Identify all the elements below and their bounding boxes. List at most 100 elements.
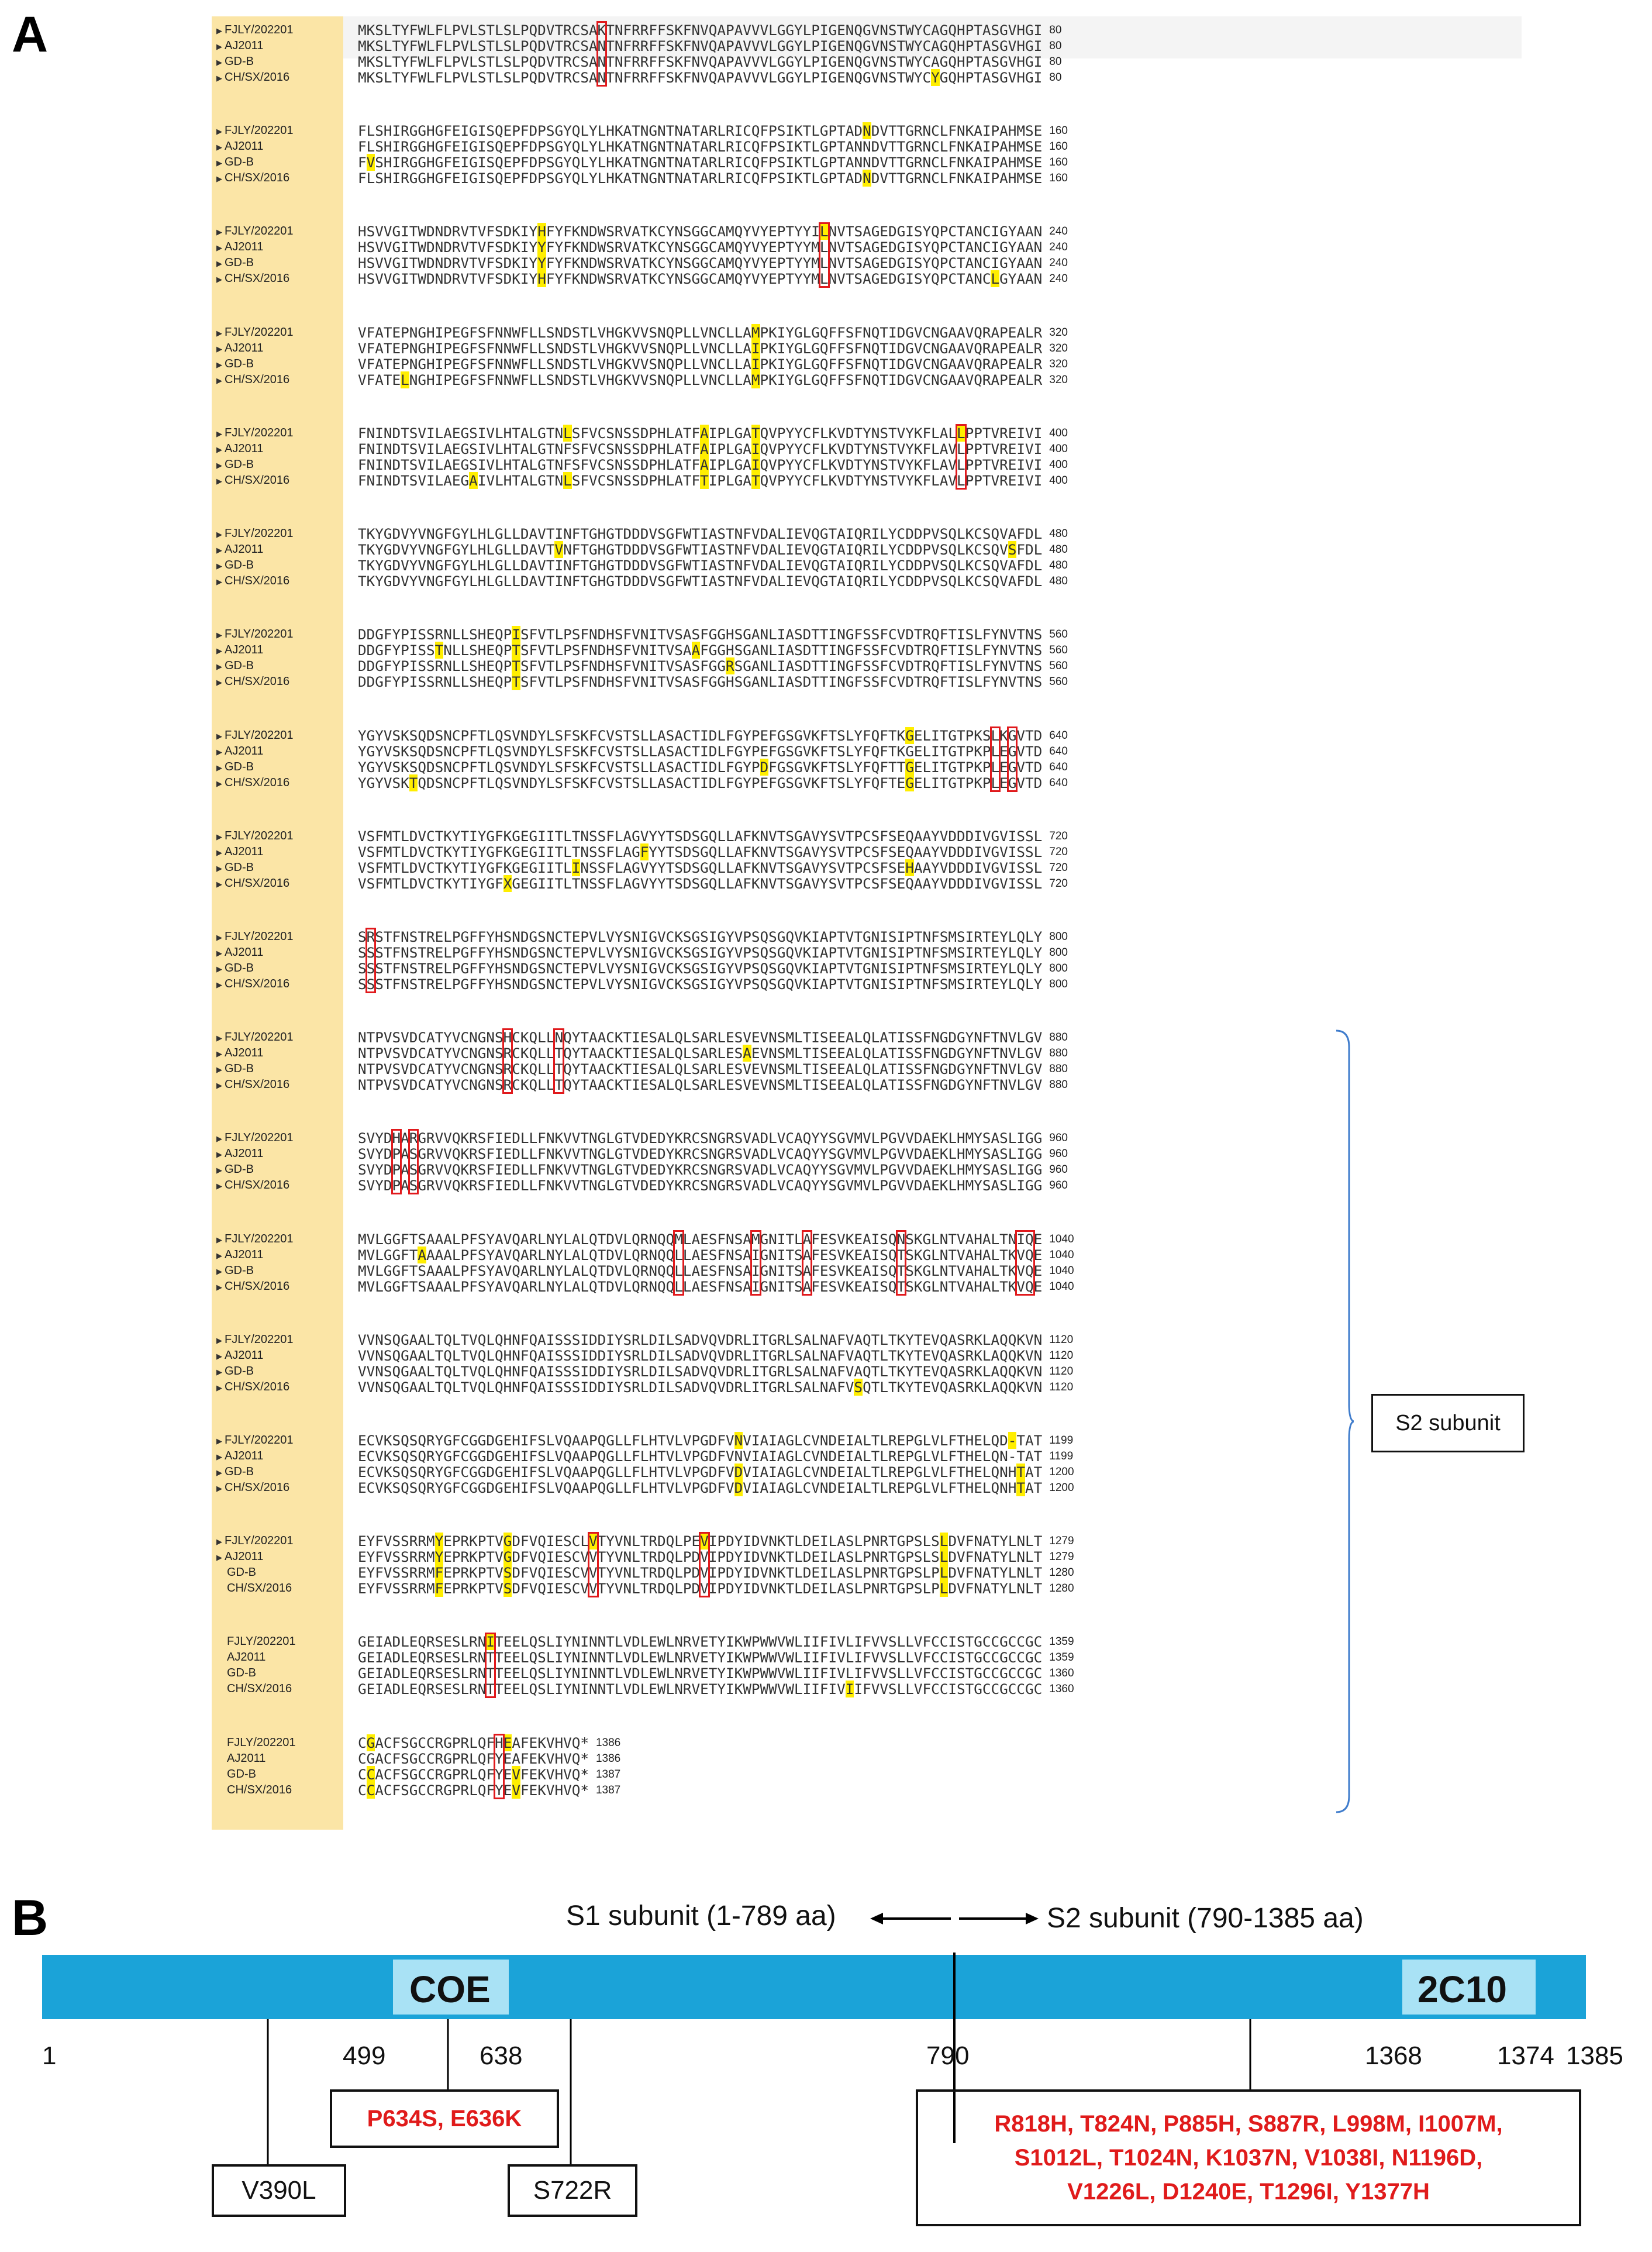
sequence-name-text: GD-B [227,1666,256,1679]
residue-position: 160 [1049,140,1068,153]
residue-position: 1120 [1049,1334,1074,1346]
variant-residue: G [905,727,914,744]
mutation-highlight-box [587,1532,599,1597]
coe-mutations: P634S, E636K [367,2105,522,2132]
alignment-block: ▶ FJLY/202201 ECVKSQSQRYGFCGGDGEHIFSLVQAAP… [212,1432,1539,1496]
sequence-name-text: AJ2011 [225,1046,264,1059]
residue-position: 400 [1049,443,1068,455]
sequence-residues: ECVKSQSQRYGFCGGDGEHIFSLVQAAPQGLLFLHTVLVP… [358,1479,1043,1496]
sequence-name: ▶ GD-B [216,356,254,373]
variant-residue: N [863,170,871,187]
sequence-name-text: FJLY/202201 [225,1232,294,1245]
sequence-name-text: AJ2011 [225,140,264,153]
sequence-residues: NTPVSVDCATYVCNGNSRCKQLLTQYTAACKTIESALQLS… [358,1045,1043,1062]
coe-mutations-box: P634S, E636K [330,2089,559,2148]
sequence-name-text: AJ2011 [225,643,264,656]
residue-position: 480 [1049,528,1068,540]
sequence-name: ▶ CH/SX/2016 [216,1279,289,1295]
sequence-name-text: FJLY/202201 [225,1031,294,1044]
residue-position: 320 [1049,358,1068,370]
sequence-residues: VSFMTLDVCTKYTIYGFKGEGIITLINSSFLAGVYYTSDS… [358,859,1043,876]
mutation-highlight-box [408,1129,419,1194]
alignment-row: ▶ AJ2011 ECVKSQSQRYGFCGGDGEHIFSLVQAAPQGLLF… [212,1448,1539,1464]
sequence-name-text: AJ2011 [225,845,264,858]
alignment-block: ▶ FJLY/202201 SVYDHARGRVVQKRSFIEDLLFNKVVTN… [212,1129,1539,1194]
sequence-name-text: AJ2011 [227,1651,266,1664]
alignment-row: ▶ GD-B FNINDTSVILAEGSIVLHTALGTNFSFVCSNSSDP… [212,456,1539,473]
residue-position: 720 [1049,846,1068,858]
mutation-highlight-box [895,1230,907,1296]
alignment-row: ▶ AJ2011 NTPVSVDCATYVCNGNSRCKQLLTQYTAACKTI… [212,1045,1539,1062]
s1-subunit-label: S1 subunit (1-789 aa) [566,1900,836,1931]
expand-triangle-icon: ▶ [216,949,222,958]
alignment-row: ▶ FJLY/202201 YGYVSKSQDSNCPFTLQSVNDYLSFSKF… [212,727,1539,744]
alignment-row: ▶ AJ2011 MKSLTYFWLFLPVLSTLSLPQDVTRCSANTNFR… [212,38,1539,54]
residue-position: 400 [1049,427,1068,439]
alignment-row: ▶ GD-B TKYGDVYVNGFGYLHLGLLDAVTINFTGHGTDDDV… [212,557,1539,573]
expand-triangle-icon: ▶ [216,965,222,973]
residue-position: 1360 [1049,1683,1074,1695]
residue-position: 1199 [1049,1434,1074,1447]
variant-residue: L [957,425,965,442]
alignment-row: ▶ FJLY/202201 VSFMTLDVCTKYTIYGFKGEGIITLTNS… [212,828,1539,844]
expand-triangle-icon: ▶ [216,376,222,385]
sequence-name-text: FJLY/202201 [225,729,294,742]
tick-638: 638 [480,2041,523,2070]
sequence-name-text: FJLY/202201 [225,426,294,439]
expand-triangle-icon: ▶ [216,42,222,51]
expand-triangle-icon: ▶ [216,275,222,284]
expand-triangle-icon: ▶ [216,980,222,989]
s2-mutations-line-2: S1012L, T1024N, K1037N, V1038I, N1196D, [1014,2145,1483,2171]
residue-position: 240 [1049,257,1068,269]
sequence-residues: MVLGGFTSAAALPFSYAVQARLNYLALQTDVLQRNQQLLA… [358,1262,1043,1279]
sequence-name-text: FJLY/202201 [225,1131,294,1144]
sequence-name-text: CH/SX/2016 [225,71,290,84]
sequence-name: ▶ GD-B [216,457,254,473]
sequence-residues: SRSTFNSTRELPGFFYHSNDGSNCTEPVLVYSNIGVCKSG… [358,928,1043,945]
residue-position: 640 [1049,729,1068,742]
mutation-highlight-box [699,1532,710,1597]
sequence-name: ▶ FJLY/202201 [216,1433,294,1449]
residue-position: 1200 [1049,1482,1074,1494]
sequence-residues: VFATELNGHIPEGFSFNNWFLLSNDSTLVHGKVVSNQPLL… [358,371,1043,388]
sequence-name: ▶ GD-B [216,557,254,574]
sequence-name-text: CH/SX/2016 [225,272,290,285]
residue-position: 480 [1049,559,1068,571]
sequence-name: ▶ AJ2011 [216,844,263,860]
sequence-residues: GEIADLEQRSESLRNTTEELQSLIYNINNTLVDLEWLNRV… [358,1665,1043,1682]
variant-residue: I [751,440,760,457]
sequence-residues: CCACFSGCCRGPRLQFYEVFEKVHVQ* [358,1782,589,1799]
sequence-name: ▶ FJLY/202201 [216,425,294,442]
sequence-name: ▶ FJLY/202201 [216,1029,294,1046]
sequence-residues: YGYVSKSQDSNCPFTLQSVNDYLSFSKFCVSTSLLASACT… [358,727,1043,744]
s2-subunit-label: S2 subunit [1371,1394,1525,1452]
alignment-row: ▶ AJ2011 DDGFYPISSTNLLSHEQPTSFVTLPSFNDHSFV… [212,642,1539,659]
residue-position: 1387 [595,1768,621,1781]
variant-residue: C [366,1766,375,1783]
sequence-residues: GEIADLEQRSESLRNITEELQSLIYNINNTLVDLEWLNRV… [358,1633,1043,1650]
expand-triangle-icon: ▶ [216,1182,222,1190]
sequence-name: ▶ AJ2011 [216,340,263,357]
s1-arrowhead [870,1913,883,1924]
expand-triangle-icon: ▶ [216,1081,222,1090]
variant-residue: T [751,472,760,489]
sequence-name: ▶ CH/SX/2016 [216,1077,289,1093]
variant-residue: T [512,657,520,674]
alignment-block: ▶ FJLY/202201 SRSTFNSTRELPGFFYHSNDGSNCTEPV… [212,928,1539,993]
sequence-name-text: AJ2011 [227,1752,266,1765]
sequence-residues: FLSHIRGGHGFEIGISQEPFDPSGYQLYLHKATNGNTNAT… [358,170,1043,187]
sequence-name-text: AJ2011 [225,946,264,959]
sequence-name: ▶ FJLY/202201 [216,1231,294,1248]
residue-position: 720 [1049,830,1068,842]
variant-residue: T [1016,1479,1026,1496]
alignment-row: ▶ FJLY/202201 FNINDTSVILAEGSIVLHTALGTNLSFV… [212,425,1539,442]
expand-triangle-icon: ▶ [216,127,222,136]
v390l-box: V390L [212,2164,346,2217]
variant-residue: L [939,1548,949,1565]
sequence-name: ▶ AJ2011 [216,441,263,457]
residue-position: 640 [1049,777,1068,789]
residue-position: 960 [1049,1148,1068,1160]
sequence-name: ▶ GD-B [216,1162,254,1178]
variant-residue: E [503,1734,512,1751]
residue-position: 640 [1049,745,1068,757]
